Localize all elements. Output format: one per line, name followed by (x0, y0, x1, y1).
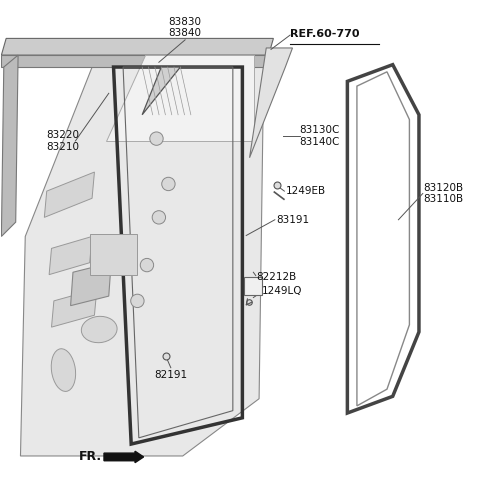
Text: REF.60-770: REF.60-770 (290, 29, 360, 39)
Ellipse shape (51, 349, 76, 392)
Polygon shape (142, 67, 180, 115)
Circle shape (150, 132, 163, 145)
Text: 83130C
83140C: 83130C 83140C (300, 125, 340, 147)
Polygon shape (1, 38, 274, 55)
Text: 83830
83840: 83830 83840 (168, 17, 202, 38)
Text: 83120B
83110B: 83120B 83110B (424, 183, 464, 204)
Polygon shape (51, 289, 97, 327)
Polygon shape (1, 55, 18, 237)
Polygon shape (250, 48, 292, 158)
Polygon shape (71, 263, 111, 306)
Text: 83191: 83191 (276, 215, 309, 225)
Polygon shape (90, 234, 137, 275)
Text: FR.: FR. (79, 451, 102, 463)
Ellipse shape (81, 316, 117, 343)
Polygon shape (44, 172, 95, 217)
Text: 1249LQ: 1249LQ (262, 286, 302, 296)
Circle shape (162, 177, 175, 190)
Polygon shape (1, 55, 269, 67)
Polygon shape (107, 55, 254, 141)
FancyBboxPatch shape (244, 277, 262, 295)
Circle shape (140, 258, 154, 272)
Text: 82212B: 82212B (257, 272, 297, 282)
Circle shape (152, 211, 166, 224)
FancyArrow shape (104, 451, 144, 462)
Text: 1249EB: 1249EB (285, 186, 325, 196)
Circle shape (131, 294, 144, 308)
Text: 82191: 82191 (154, 370, 187, 380)
Polygon shape (21, 55, 264, 456)
Polygon shape (49, 237, 92, 275)
Text: 83220
83210: 83220 83210 (47, 130, 80, 152)
